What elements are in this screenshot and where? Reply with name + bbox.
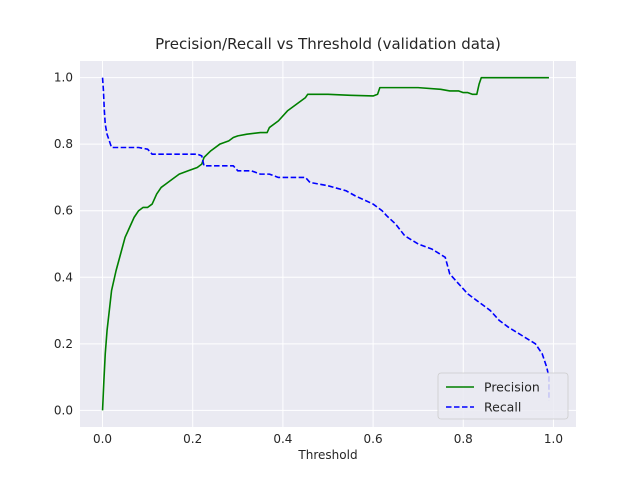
series-lines [101,76,550,411]
series-line-recall [101,77,550,401]
x-tick-label: 0.6 [364,432,383,446]
y-tick-label: 0.4 [54,270,73,284]
x-tick-label: 0.2 [183,432,202,446]
x-axis-label: Threshold [297,448,357,462]
legend-label-recall: Recall [484,400,521,415]
legend: Precision Recall [437,372,569,420]
x-tick-label: 0.8 [454,432,473,446]
y-tick-label: 0.2 [54,337,73,351]
legend-label-precision: Precision [484,380,540,395]
series-line-precision [101,76,549,411]
y-tick-label: 0.0 [54,403,73,417]
grid-lines [80,61,576,427]
x-axis-ticks: 0.0 0.2 0.4 0.6 0.8 1.0 [93,432,563,446]
plot-area [80,61,576,427]
x-tick-label: 0.0 [93,432,112,446]
y-tick-label: 0.6 [54,204,73,218]
chart-title: Precision/Recall vs Threshold (validatio… [155,35,501,53]
y-tick-label: 1.0 [54,71,73,85]
y-tick-label: 0.8 [54,137,73,151]
x-tick-label: 0.4 [273,432,292,446]
x-tick-label: 1.0 [544,432,563,446]
y-axis-ticks: 0.0 0.2 0.4 0.6 0.8 1.0 [54,71,73,418]
